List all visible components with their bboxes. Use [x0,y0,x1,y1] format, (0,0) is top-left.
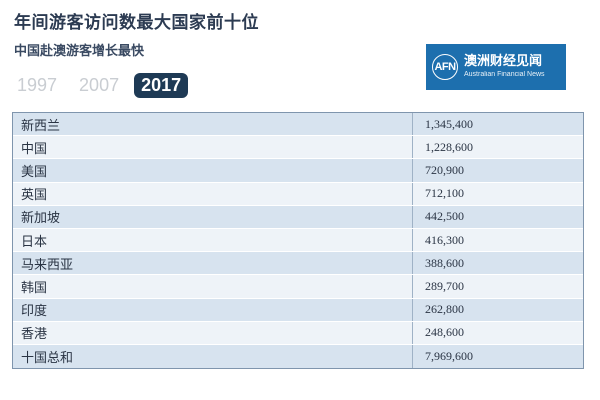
country-cell: 新加坡 [13,205,413,228]
logo-name-en: Australian Financial News [464,71,545,78]
country-cell: 马来西亚 [13,252,413,275]
chart-subtitle: 中国赴澳游客增长最快 [14,44,145,59]
tab-1997[interactable]: 1997 [17,75,58,95]
year-tabs: 1997 2007 2017 [10,73,189,98]
visitor-count-cell: 442,500 [425,209,464,224]
visitor-count-cell: 712,100 [425,186,464,201]
country-cell: 美国 [13,159,413,182]
table-row: 马来西亚 388,600 [13,252,583,276]
table-row: 香港 248,600 [13,321,583,345]
tab-2007[interactable]: 2007 [79,75,120,95]
table-row: 美国 720,900 [13,159,583,183]
afn-logo-mark: AFN [432,54,458,80]
country-cell: 英国 [13,182,413,205]
visitor-count-cell: 720,900 [425,162,464,177]
visitor-count-cell: 388,600 [425,255,464,270]
table-row: 日本 416,300 [13,228,583,253]
country-cell: 韩国 [13,275,413,298]
visitor-count-cell: 416,300 [425,232,464,247]
visitor-count-cell: 1,228,600 [425,139,473,154]
table-row: 印度 262,800 [13,298,583,322]
visitor-count-cell: 262,800 [425,302,464,317]
chart-title: 年间游客访问数最大国家前十位 [14,13,259,33]
visitor-count-cell: 289,700 [425,278,464,293]
visitor-count-cell: 7,969,600 [425,348,473,363]
table-row: 韩国 289,700 [13,275,583,299]
country-cell: 十国总和 [13,344,413,369]
table-row: 新西兰 1,345,400 [13,113,583,137]
visitor-count-cell: 248,600 [425,325,464,340]
country-cell: 中国 [13,136,413,159]
logo-name-cn: 澳洲财经见闻 [464,54,543,69]
country-cell: 日本 [13,228,413,252]
country-cell: 印度 [13,298,413,321]
afn-logo: AFN 澳洲财经见闻 Australian Financial News [426,44,566,90]
country-cell: 香港 [13,321,413,344]
tab-2017[interactable]: 2017 [134,73,189,98]
table-row: 中国 1,228,600 [13,136,583,160]
country-cell: 新西兰 [13,113,413,136]
visitor-count-cell: 1,345,400 [425,116,473,131]
table-row: 十国总和 7,969,600 [13,344,583,369]
visitor-table: 新西兰 1,345,400 中国 1,228,600 美国 720,900 英国 712,10… [12,112,584,370]
table-row: 英国 712,100 [13,182,583,206]
table-row: 新加坡 442,500 [13,205,583,229]
